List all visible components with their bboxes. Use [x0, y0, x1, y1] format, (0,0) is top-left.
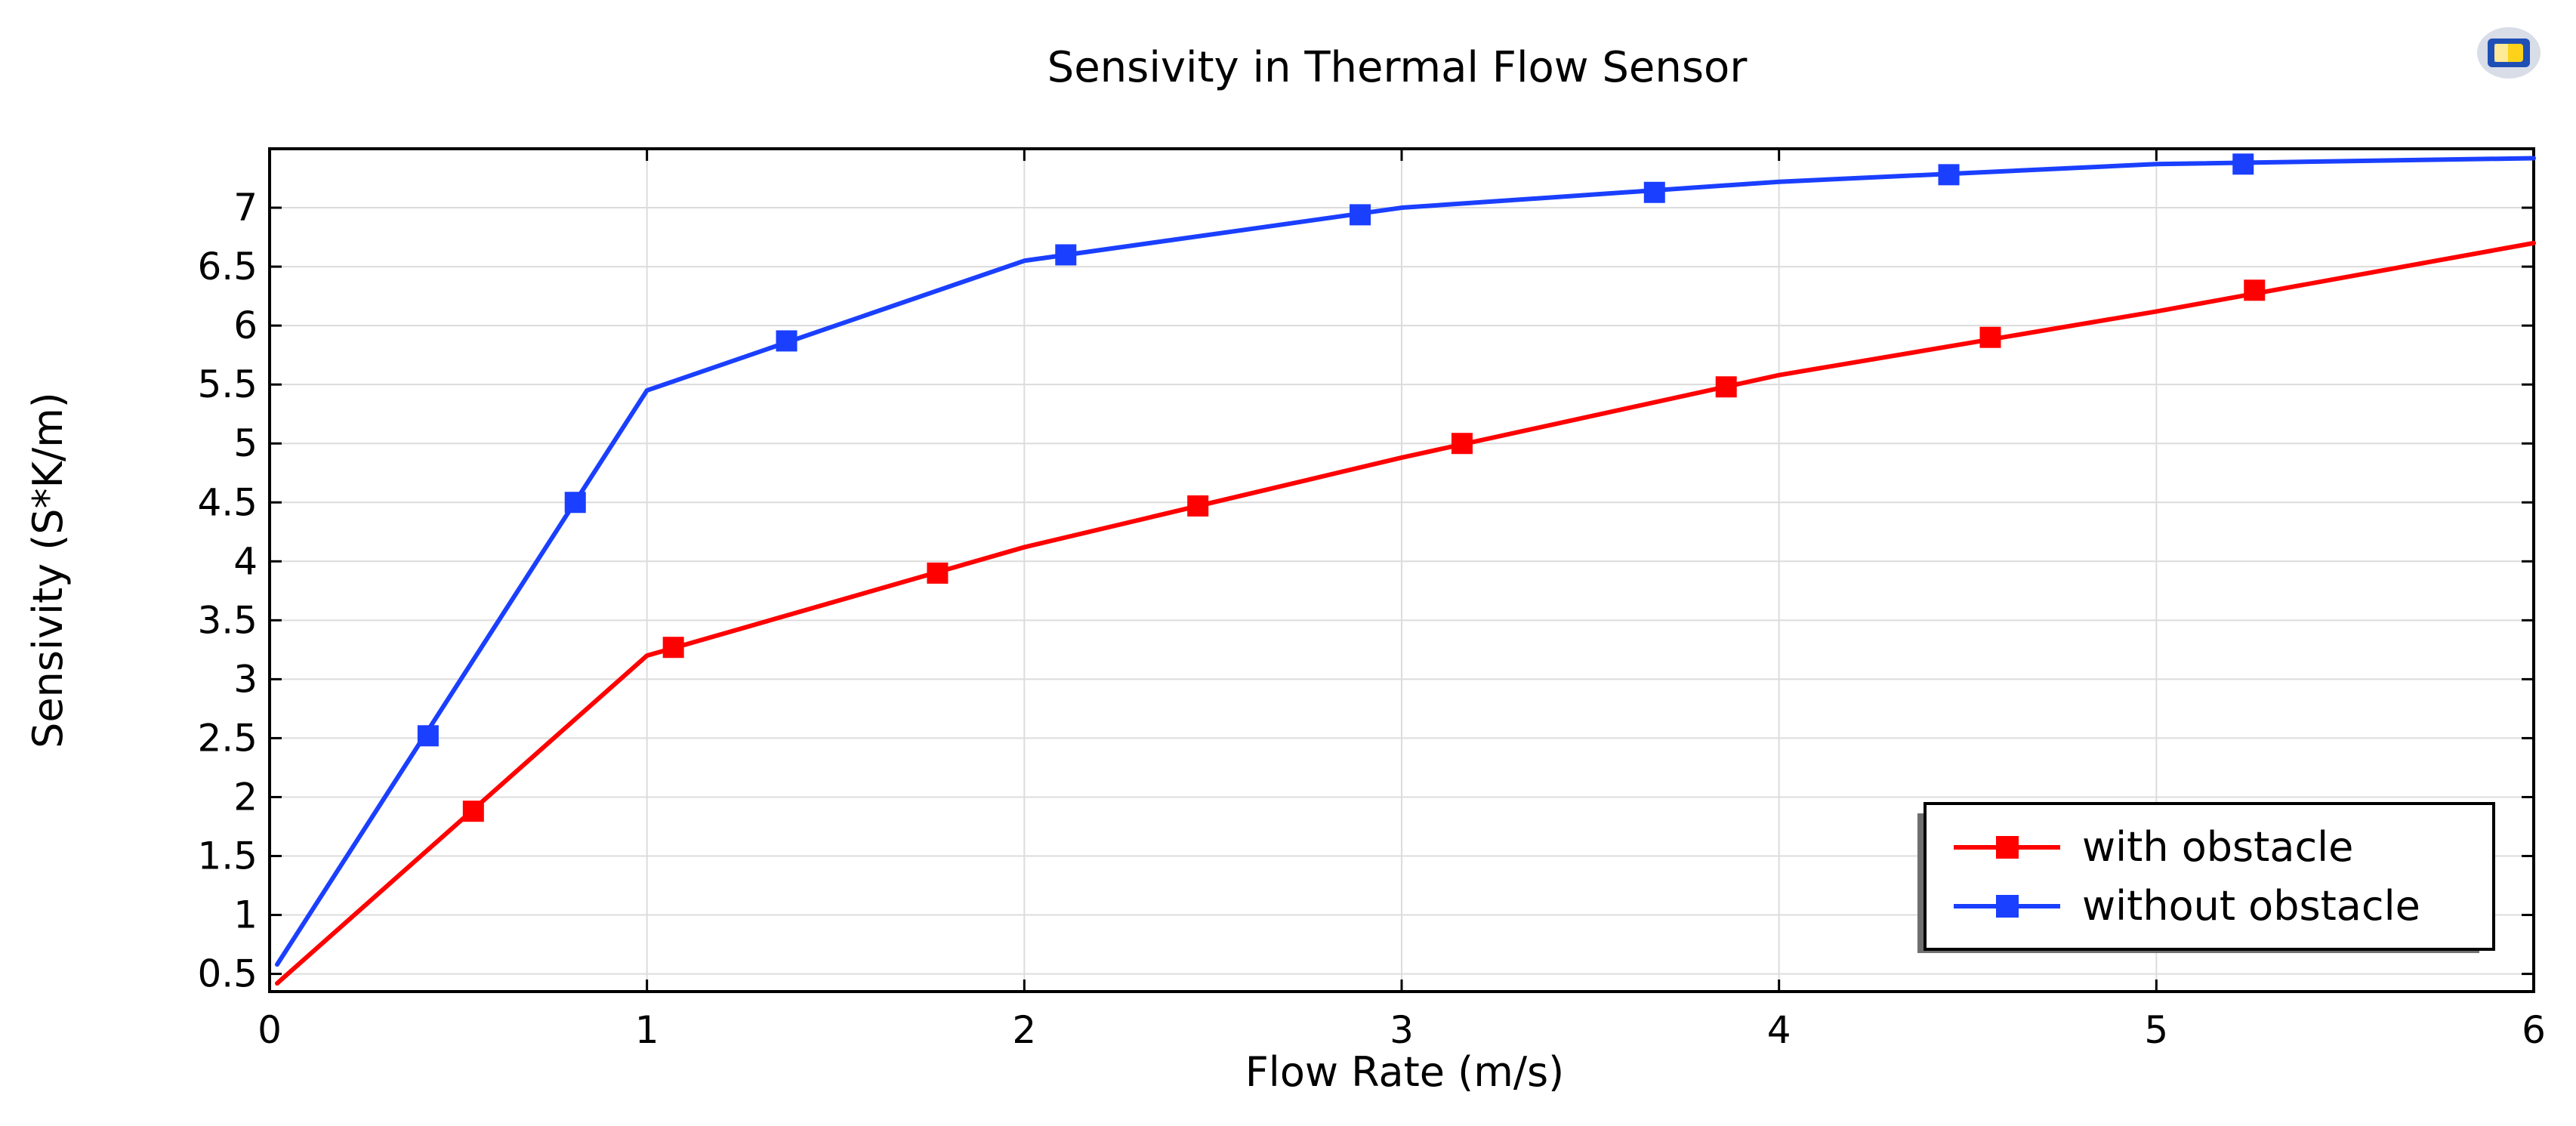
data-point-without-obstacle	[1055, 244, 1077, 266]
data-point-without-obstacle	[776, 330, 797, 352]
y-tick-label: 2.5	[197, 716, 258, 760]
data-point-with-obstacle	[1187, 495, 1209, 517]
y-tick-label: 0.5	[197, 952, 258, 996]
series	[274, 153, 2536, 986]
data-point-with-obstacle	[462, 801, 484, 822]
y-tick-label: 1.5	[197, 834, 258, 878]
app-logo-icon	[2477, 27, 2541, 79]
x-tick-label: 4	[1767, 1008, 1791, 1052]
data-point-without-obstacle	[564, 492, 586, 514]
data-point-without-obstacle	[2232, 153, 2254, 175]
axes: 0 1 2 3 4 5 6 0.5 1 1.5 2 2.5 3 3.5 4 4.5 5 5.5 6 6.5 7	[197, 147, 2546, 1052]
legend-box	[1924, 802, 2495, 951]
x-tick-label: 2	[1012, 1008, 1036, 1052]
x-tick-label: 5	[2144, 1008, 2168, 1052]
legend-marker-without-obstacle	[1996, 895, 2019, 918]
y-tick-label: 6	[233, 304, 258, 347]
x-tick-label: 0	[258, 1008, 282, 1052]
y-tick-label: 5.5	[197, 362, 258, 406]
y-tick-label: 4.5	[197, 480, 258, 524]
data-point-without-obstacle	[1938, 164, 1960, 186]
chart-title: Sensivity in Thermal Flow Sensor	[1047, 43, 1748, 92]
legend-label-without-obstacle: without obstacle	[2082, 882, 2420, 930]
y-tick-label: 1	[233, 893, 258, 937]
y-tick-label: 3.5	[197, 598, 258, 642]
y-tick-label: 5	[233, 421, 258, 465]
legend-label-with-obstacle: with obstacle	[2082, 823, 2353, 871]
y-tick-label: 4	[233, 539, 258, 583]
y-tick-label: 2	[233, 775, 258, 819]
data-point-without-obstacle	[1350, 204, 1371, 226]
data-point-with-obstacle	[662, 637, 684, 659]
data-point-with-obstacle	[1979, 326, 2001, 348]
data-point-with-obstacle	[927, 562, 949, 584]
data-point-with-obstacle	[2244, 279, 2266, 301]
grid	[269, 149, 2534, 992]
y-axis-label: Sensivity (S*K/m)	[24, 392, 72, 748]
data-point-without-obstacle	[1643, 181, 1665, 203]
x-axis-label: Flow Rate (m/s)	[1245, 1048, 1564, 1096]
y-tick-label: 6.5	[197, 245, 258, 288]
x-tick-label: 6	[2522, 1008, 2546, 1052]
y-tick-label: 3	[233, 657, 258, 701]
series-line-without-obstacle	[274, 156, 2536, 967]
data-point-with-obstacle	[1715, 376, 1737, 398]
x-tick-label: 1	[635, 1008, 659, 1052]
y-tick-label: 7	[233, 186, 258, 230]
legend-marker-with-obstacle	[1996, 836, 2019, 859]
x-tick-label: 3	[1390, 1008, 1414, 1052]
data-point-without-obstacle	[417, 725, 439, 747]
legend: with obstacle without obstacle	[1917, 802, 2495, 953]
series-line-with-obstacle	[274, 240, 2536, 986]
data-point-with-obstacle	[1451, 433, 1473, 455]
